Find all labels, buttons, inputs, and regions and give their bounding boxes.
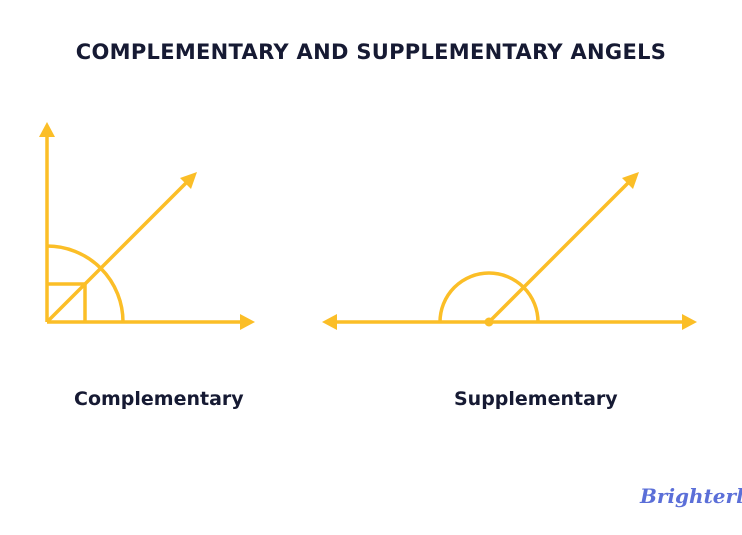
arrowhead-icon xyxy=(240,314,255,330)
vertex-dot xyxy=(484,317,494,327)
diagonal-ray xyxy=(45,179,190,324)
complementary-label: Complementary xyxy=(74,388,244,410)
diagonal-ray xyxy=(487,179,632,324)
angle-arc xyxy=(46,244,125,323)
supplementary-arrowheads xyxy=(322,172,697,330)
complementary-arrowheads xyxy=(39,122,255,330)
page-title: COMPLEMENTARY AND SUPPLEMENTARY ANGELS xyxy=(75,40,667,64)
supplementary-label: Supplementary xyxy=(454,388,618,410)
arrowhead-icon xyxy=(682,314,697,330)
arrowhead-icon xyxy=(39,122,55,137)
brighterly-logo: Brighterly xyxy=(640,484,742,508)
right-angle-marker xyxy=(47,282,87,322)
arrowhead-icon xyxy=(322,314,337,330)
complementary-angle xyxy=(45,134,242,324)
arrowhead-icon xyxy=(622,172,639,189)
supplementary-angle xyxy=(336,179,683,324)
angle-arc xyxy=(438,271,540,323)
arrowhead-icon xyxy=(180,172,197,189)
